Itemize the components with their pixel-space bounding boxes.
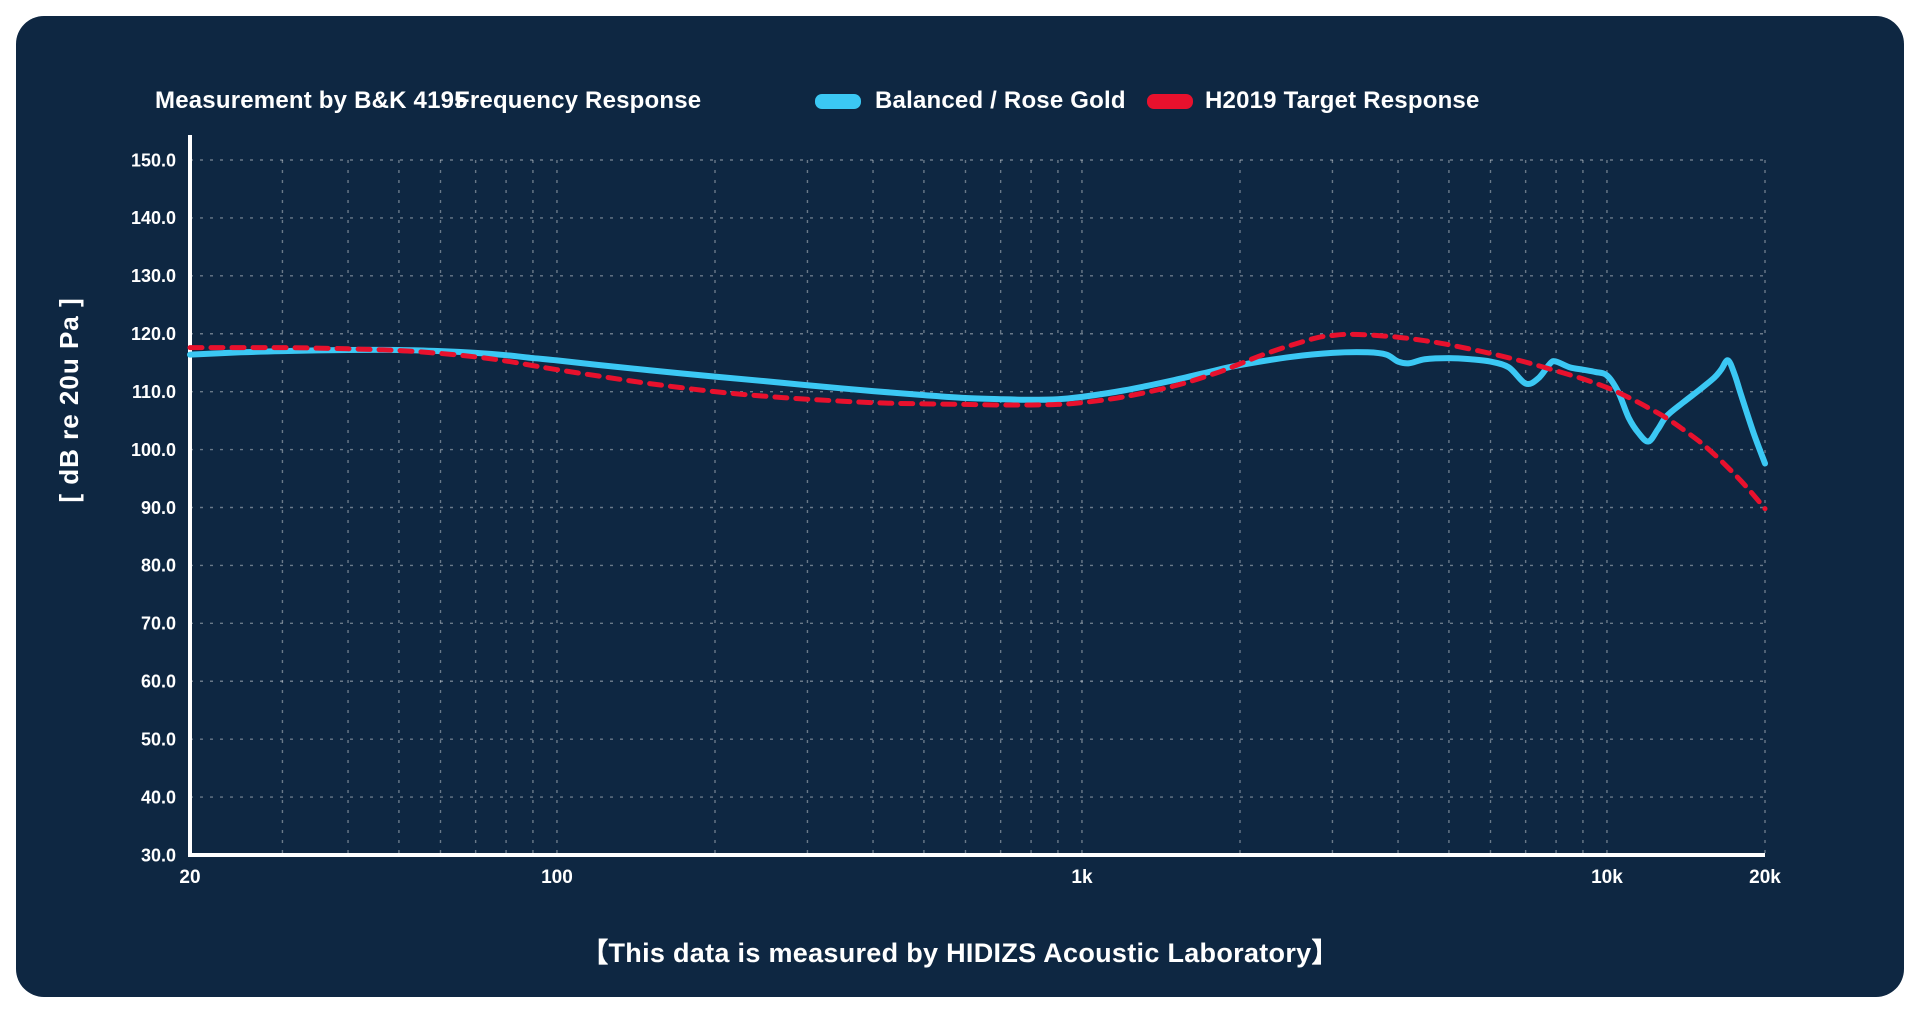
footer-caption: 【This data is measured by HIDIZS Acousti… xyxy=(581,938,1339,968)
measurement-label: Measurement by B&K 4195 xyxy=(155,87,468,114)
legend-swatch-target xyxy=(1147,94,1193,109)
chart-title: Frequency Response xyxy=(455,87,702,114)
legend-label-target: H2019 Target Response xyxy=(1205,87,1480,114)
chart-panel: Measurement by B&K 4195 Frequency Respon… xyxy=(16,16,1904,997)
legend-label-balanced: Balanced / Rose Gold xyxy=(875,87,1126,114)
legend-swatch-balanced xyxy=(815,94,861,109)
